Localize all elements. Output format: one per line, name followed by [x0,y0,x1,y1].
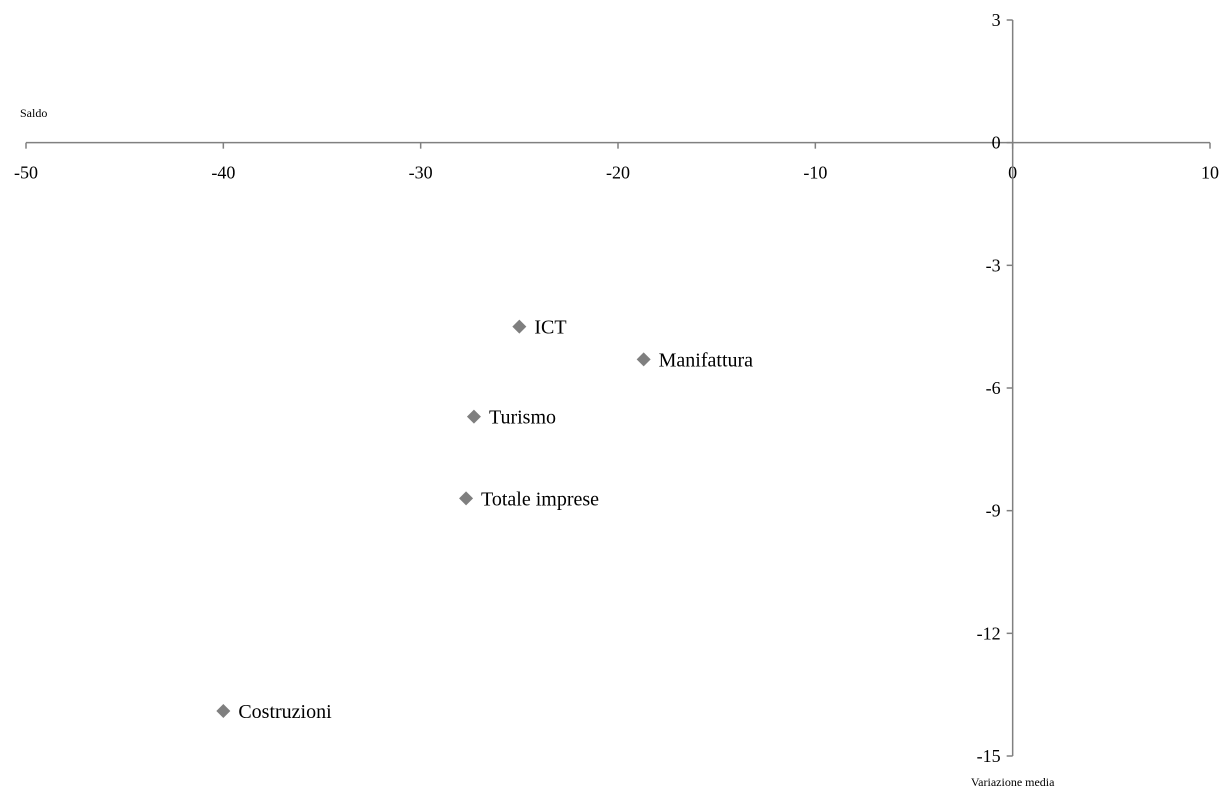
x-tick-label: -30 [409,163,433,183]
y-tick-label: 3 [992,10,1001,30]
x-tick-label: -10 [803,163,827,183]
data-point-marker [512,319,527,334]
x-ticks: -50-40-30-20-10010 [14,142,1219,183]
data-point-label: ICT [534,317,566,339]
data-point-marker [466,409,481,424]
data-point-label: Costruzioni [238,701,332,723]
data-point-label: Manifattura [659,349,754,371]
data-point-label: Turismo [489,407,556,429]
x-tick-label: -20 [606,163,630,183]
y-tick-label: -9 [986,501,1001,521]
data-point-marker [459,491,474,506]
data-point-label: Totale imprese [481,488,599,510]
x-tick-label: 10 [1201,163,1219,183]
data-point-marker [636,352,651,367]
x-tick-label: -40 [211,163,235,183]
y-axis: 3 0 -3 -6 -9 -12 -15 Variazione media [971,10,1055,789]
x-axis: -50 -40 -30 -20 -10 0 10 Saldo [14,106,1219,183]
y-tick-label: -6 [986,378,1001,398]
data-point-marker [216,704,231,719]
y-ticks: 3 0 -3 -6 -9 -12 -15 [977,10,1013,766]
x-tick-label: -50 [14,163,38,183]
data-points: ICT Manifattura Turismo Totale imprese Costr… [216,317,753,723]
y-tick-label: -15 [977,746,1001,766]
y-tick-label: -12 [977,623,1001,643]
y-axis-title: Variazione media [971,775,1055,789]
x-axis-title: Saldo [20,106,47,120]
y-tick-label: -3 [986,255,1001,275]
y-tick-label: 0 [992,133,1001,153]
